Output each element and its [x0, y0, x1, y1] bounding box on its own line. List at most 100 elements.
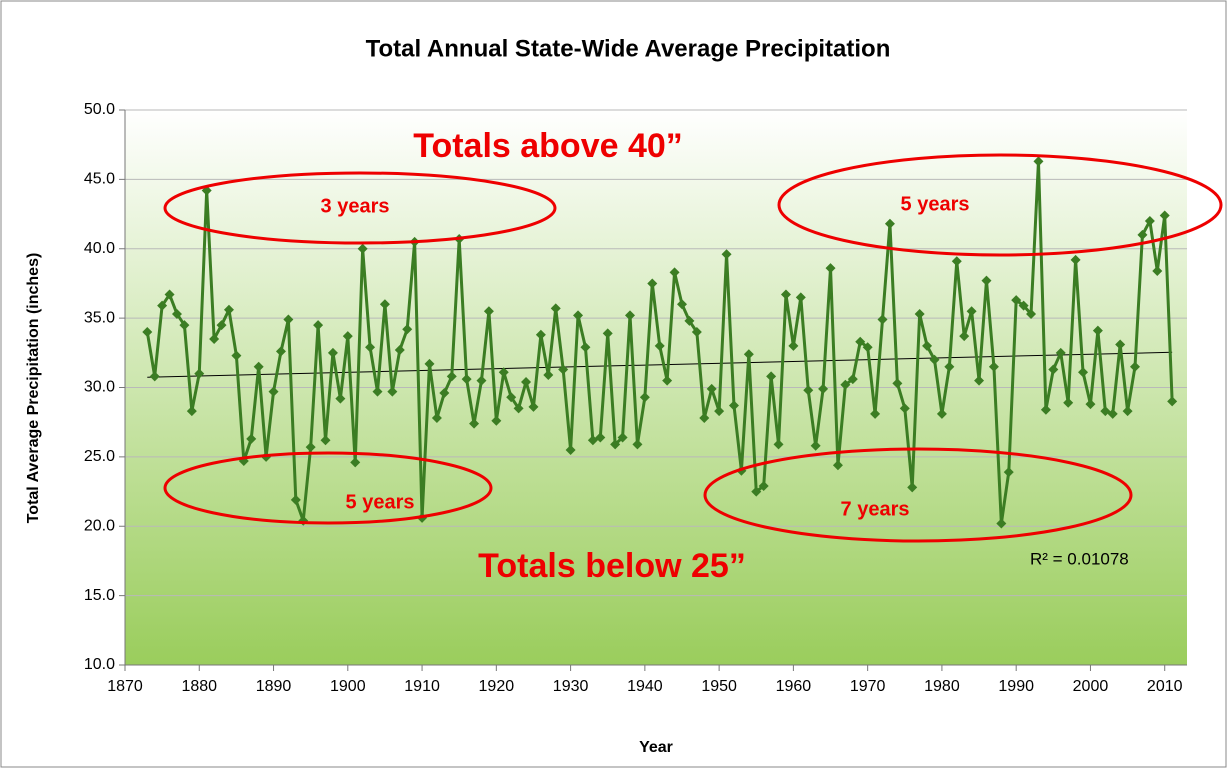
ellipse [703, 447, 1133, 543]
data-point [194, 368, 205, 379]
data-point [350, 457, 361, 468]
data-point [1115, 339, 1126, 350]
data-point [803, 385, 814, 396]
data-point [706, 383, 717, 394]
data-point [424, 358, 435, 369]
data-point [521, 376, 532, 387]
data-point [528, 401, 539, 412]
data-point [840, 379, 851, 390]
data-point [1100, 406, 1111, 417]
data-point [721, 249, 732, 260]
data-point [335, 393, 346, 404]
x-tick-label: 1910 [404, 678, 440, 695]
data-point [253, 361, 264, 372]
data-point [1152, 265, 1163, 276]
data-point [944, 361, 955, 372]
annotation: 5 years [901, 193, 970, 215]
annotation-ellipses [163, 153, 1223, 543]
data-point [587, 435, 598, 446]
data-point [171, 308, 182, 319]
data-point [766, 371, 777, 382]
data-point [676, 299, 687, 310]
data-point [268, 386, 279, 397]
data-point [365, 342, 376, 353]
data-point [892, 378, 903, 389]
data-point [283, 314, 294, 325]
data-point [357, 243, 368, 254]
data-point [832, 460, 843, 471]
x-tick-label: 1970 [850, 678, 886, 695]
data-point [157, 300, 168, 311]
data-point [1107, 408, 1118, 419]
data-point [1085, 399, 1096, 410]
data-point [862, 342, 873, 353]
data-point [1078, 367, 1089, 378]
data-point [149, 371, 160, 382]
data-point [884, 218, 895, 229]
data-point [543, 370, 554, 381]
y-tick-label: 40.0 [84, 240, 115, 257]
data-point [320, 435, 331, 446]
data-point [662, 375, 673, 386]
data-point [632, 439, 643, 450]
trendline [147, 351, 1173, 378]
data-point [1063, 397, 1074, 408]
annotation: 7 years [841, 498, 910, 520]
x-tick-label: 2010 [1147, 678, 1183, 695]
data-point [1011, 295, 1022, 306]
data-point [1092, 325, 1103, 336]
annotation: 5 years [346, 491, 415, 513]
x-tick-label: 1960 [776, 678, 812, 695]
y-tick-label: 25.0 [84, 448, 115, 465]
data-point [439, 388, 450, 399]
data-point [1033, 156, 1044, 167]
data-point [936, 408, 947, 419]
data-point [223, 304, 234, 315]
data-point [342, 331, 353, 342]
x-tick-label: 1920 [479, 678, 515, 695]
data-point [290, 494, 301, 505]
x-tick-label: 1890 [256, 678, 292, 695]
x-tick-label: 1880 [181, 678, 217, 695]
data-point [899, 403, 910, 414]
data-point [179, 320, 190, 331]
data-point [1137, 229, 1148, 240]
data-point [699, 413, 710, 424]
data-point [535, 329, 546, 340]
data-point [669, 267, 680, 278]
data-point [959, 331, 970, 342]
data-point [743, 349, 754, 360]
data-point [988, 361, 999, 372]
x-tick-label: 1870 [107, 678, 143, 695]
data-point [313, 320, 324, 331]
x-tick-label: 2000 [1073, 678, 1109, 695]
x-tick-label: 1980 [924, 678, 960, 695]
data-point [639, 392, 650, 403]
data-point [1144, 216, 1155, 226]
data-point [372, 386, 383, 397]
y-tick-label: 30.0 [84, 379, 115, 396]
x-tick-label: 1940 [627, 678, 663, 695]
data-point [773, 439, 784, 450]
y-tick-label: 20.0 [84, 517, 115, 534]
data-point [431, 413, 442, 424]
data-point [951, 256, 962, 267]
data-point [1055, 347, 1066, 358]
data-point [758, 481, 769, 492]
y-tick-label: 15.0 [84, 587, 115, 604]
data-point [476, 375, 487, 386]
data-point [1040, 404, 1051, 415]
data-point [929, 354, 940, 365]
data-point [483, 306, 494, 317]
data-point [1003, 467, 1014, 478]
data-point [461, 374, 472, 385]
data-point [1167, 396, 1178, 407]
data-point [907, 482, 918, 493]
data-point [209, 333, 220, 344]
data-point [1026, 308, 1037, 319]
x-tick-label: 1900 [330, 678, 366, 695]
data-point [1122, 406, 1133, 417]
data-point [469, 418, 480, 429]
y-tick-label: 35.0 [84, 309, 115, 326]
